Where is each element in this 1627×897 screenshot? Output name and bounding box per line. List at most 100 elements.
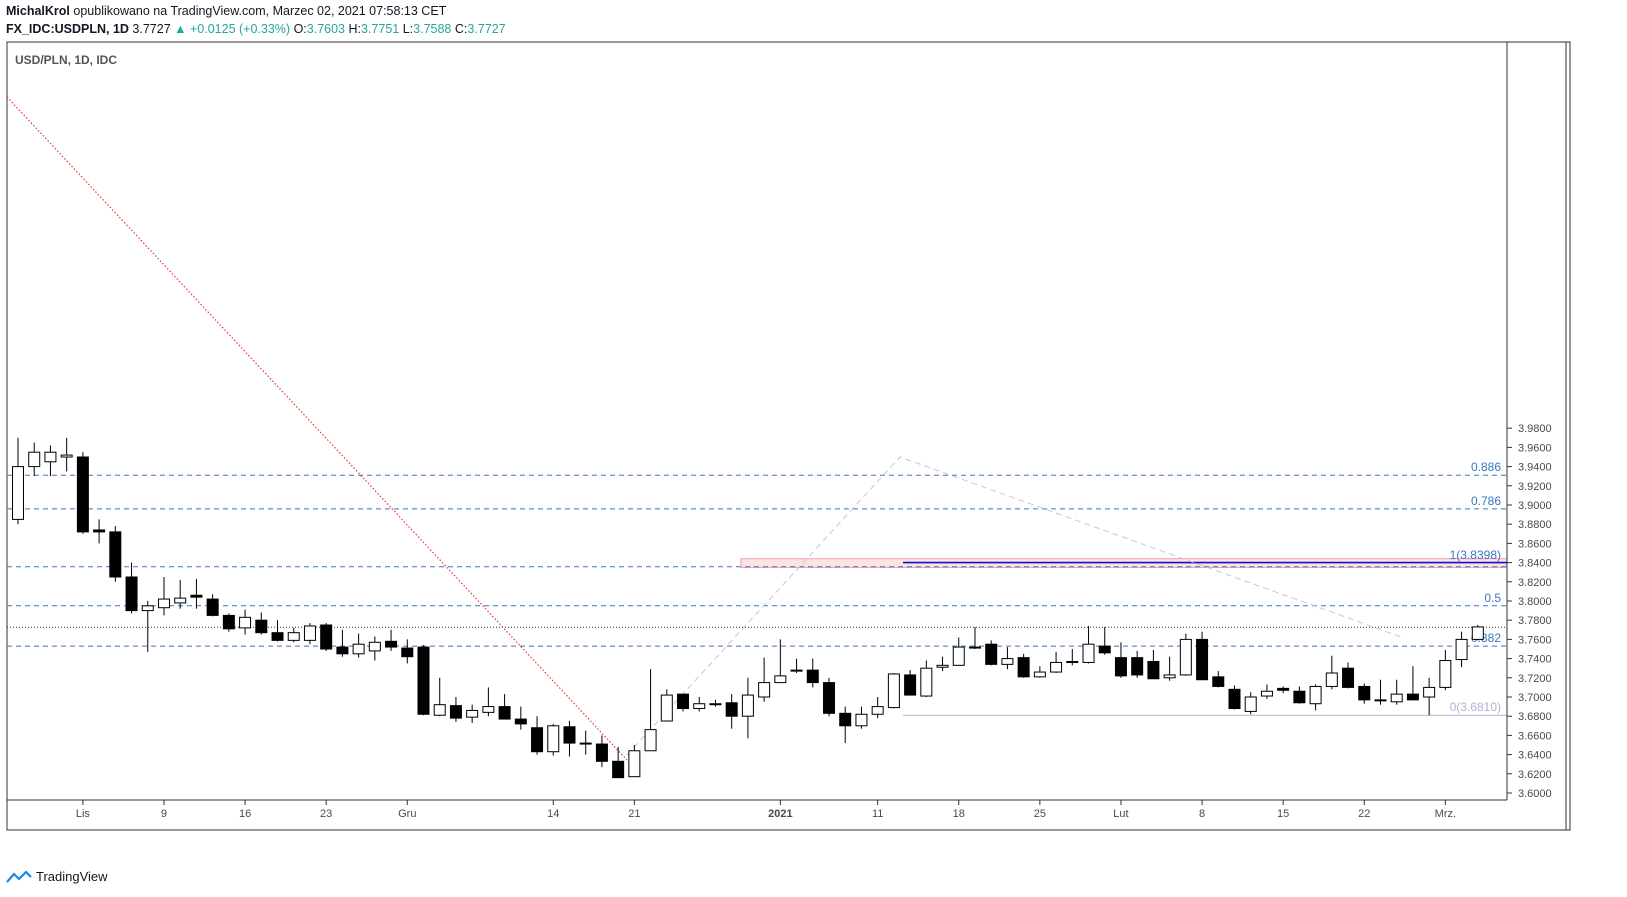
candle-body	[1050, 661, 1063, 673]
candle-body	[1082, 643, 1095, 663]
candle-body	[904, 674, 917, 696]
candle-body	[612, 760, 625, 779]
candle-body	[1325, 672, 1338, 687]
candle-body	[1114, 657, 1127, 677]
candle-body	[677, 693, 690, 710]
header-line-2: FX_IDC:USDPLN, 1D 3.7727 ▲ +0.0125 (+0.3…	[6, 21, 506, 37]
candle-body	[1439, 660, 1452, 688]
x-tick-label: 8	[1199, 808, 1205, 820]
candle-body	[466, 709, 479, 718]
x-tick-label: 9	[161, 808, 167, 820]
candle-body	[628, 750, 641, 778]
candle-body	[190, 594, 203, 598]
candle-body	[514, 718, 527, 725]
fib-level-label: 1(3.8398)	[1450, 548, 1501, 562]
candle-body	[255, 619, 268, 634]
candle-body	[709, 703, 722, 706]
tradingview-logo-icon	[6, 869, 32, 883]
candle-body	[920, 667, 933, 697]
x-tick-label: 11	[872, 808, 883, 820]
x-tick-label: 21	[628, 808, 640, 820]
candle-body	[174, 597, 187, 604]
tradingview-brand: TradingView	[36, 869, 108, 884]
candle-body	[1390, 693, 1403, 703]
candle-body	[1406, 693, 1419, 701]
header-line-1: MichalKrol opublikowano na TradingView.c…	[6, 3, 446, 19]
candle-body	[1293, 690, 1306, 704]
x-tick-label: 15	[1277, 808, 1289, 820]
x-tick-label: Lis	[76, 808, 91, 820]
y-tick-label: 3.6200	[1518, 769, 1552, 781]
candle-body	[985, 643, 998, 665]
open-label: O:	[293, 22, 307, 36]
candle-body	[547, 725, 560, 753]
low-value: 3.7588	[413, 22, 452, 36]
candle-body	[1098, 645, 1111, 654]
last-price: 3.7727	[132, 22, 171, 36]
candle-body	[222, 614, 235, 630]
candle-body	[1309, 685, 1322, 705]
candle-body	[60, 454, 73, 458]
y-tick-label: 3.9200	[1518, 481, 1552, 493]
y-tick-label: 3.6400	[1518, 750, 1552, 762]
y-tick-label: 3.8400	[1518, 558, 1552, 570]
tradingview-footer[interactable]: TradingView	[6, 869, 108, 884]
y-tick-label: 3.9600	[1518, 442, 1552, 454]
author-name[interactable]: MichalKrol	[6, 4, 70, 18]
candle-body	[839, 712, 852, 727]
candle-body	[1179, 638, 1192, 676]
candle-body	[936, 664, 949, 668]
candle-body	[1374, 699, 1387, 702]
candle-body	[1017, 657, 1030, 678]
low-label: L:	[402, 22, 414, 36]
candle-body	[790, 669, 803, 672]
candle-body	[660, 694, 673, 722]
candle-body	[823, 682, 835, 714]
candle-body	[1244, 696, 1257, 712]
candle-body	[12, 466, 24, 520]
candle-body	[563, 726, 576, 744]
candle-body	[758, 682, 771, 698]
candle-body	[109, 531, 122, 578]
y-tick-label: 3.8600	[1518, 538, 1552, 550]
price-change: +0.0125 (+0.33%)	[190, 22, 291, 36]
x-tick-label: 14	[547, 808, 559, 820]
candle-body	[320, 624, 333, 650]
candle-body	[644, 729, 657, 752]
x-tick-label: 25	[1034, 808, 1046, 820]
candle-body	[1455, 638, 1468, 661]
candle-body	[952, 646, 965, 666]
x-tick-label: 16	[239, 808, 251, 820]
candle-body	[303, 625, 316, 641]
candle-body	[206, 598, 219, 616]
candle-body	[482, 706, 495, 713]
y-tick-label: 3.7400	[1518, 654, 1552, 666]
y-tick-label: 3.9800	[1518, 423, 1552, 435]
candle-body	[968, 646, 981, 649]
y-tick-label: 3.8800	[1518, 519, 1552, 531]
candle-body	[1163, 674, 1176, 679]
candle-body	[725, 702, 738, 717]
candle-body	[1001, 658, 1014, 665]
fib-level-label: 0(3.6810)	[1450, 700, 1501, 714]
high-value: 3.7751	[360, 22, 400, 36]
candle-body	[1033, 671, 1046, 678]
candle-body	[1342, 667, 1355, 688]
candle-body	[93, 529, 106, 533]
plot-frame	[6, 41, 1571, 831]
x-tick-label: Lut	[1113, 808, 1128, 820]
candle-body	[1066, 660, 1079, 663]
y-tick-label: 3.7800	[1518, 615, 1552, 627]
y-tick-label: 3.8200	[1518, 577, 1552, 589]
candle-body	[1277, 687, 1290, 691]
candle-body	[693, 703, 706, 710]
y-tick-label: 3.9000	[1518, 500, 1552, 512]
candle-body	[336, 646, 349, 655]
y-tick-label: 3.6000	[1518, 788, 1552, 800]
x-tick-label: 23	[320, 808, 332, 820]
candle-body	[498, 706, 511, 720]
candle-body	[741, 694, 754, 717]
candle-body	[531, 727, 544, 753]
candle-body	[449, 705, 462, 719]
